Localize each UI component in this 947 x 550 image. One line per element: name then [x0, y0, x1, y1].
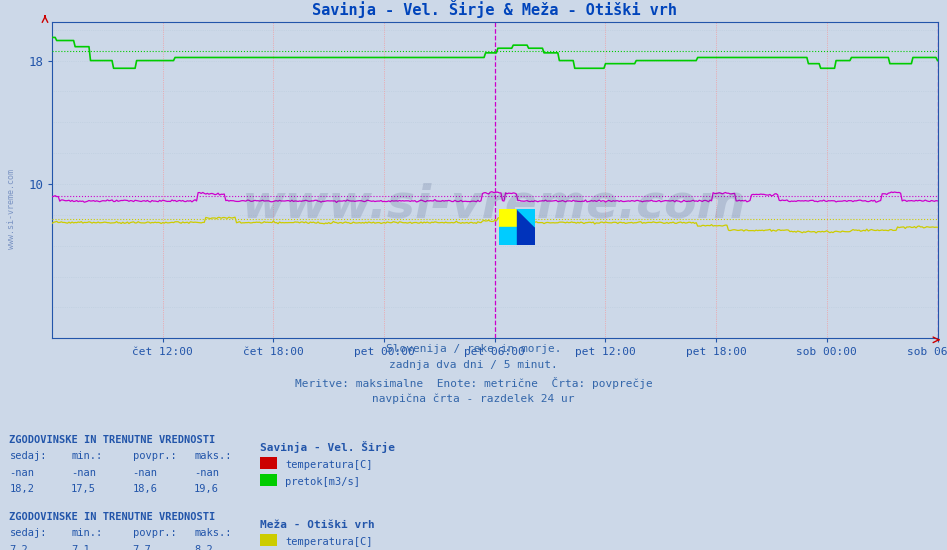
Text: -nan: -nan [71, 468, 96, 478]
Text: -nan: -nan [194, 468, 219, 478]
Text: ZGODOVINSKE IN TRENUTNE VREDNOSTI: ZGODOVINSKE IN TRENUTNE VREDNOSTI [9, 434, 216, 445]
Text: sedaj:: sedaj: [9, 528, 47, 538]
Bar [517, 209, 535, 245]
Text: zadnja dva dni / 5 minut.: zadnja dva dni / 5 minut. [389, 360, 558, 370]
Text: 17,5: 17,5 [71, 484, 96, 494]
Text: povpr.:: povpr.: [133, 451, 176, 461]
Text: www.si-vreme.com: www.si-vreme.com [7, 169, 16, 249]
Text: povpr.:: povpr.: [133, 528, 176, 538]
Text: 7,2: 7,2 [9, 544, 28, 550]
Text: ZGODOVINSKE IN TRENUTNE VREDNOSTI: ZGODOVINSKE IN TRENUTNE VREDNOSTI [9, 512, 216, 522]
Polygon shape [517, 209, 535, 227]
Text: temperatura[C]: temperatura[C] [285, 460, 372, 470]
Text: -nan: -nan [9, 468, 34, 478]
Text: temperatura[C]: temperatura[C] [285, 537, 372, 547]
Text: -nan: -nan [133, 468, 157, 478]
Text: Meritve: maksimalne  Enote: metrične  Črta: povprečje: Meritve: maksimalne Enote: metrične Črta… [295, 377, 652, 389]
Text: 7,1: 7,1 [71, 544, 90, 550]
Text: min.:: min.: [71, 528, 102, 538]
Text: 7,7: 7,7 [133, 544, 152, 550]
Text: sedaj:: sedaj: [9, 451, 47, 461]
Text: pretok[m3/s]: pretok[m3/s] [285, 477, 360, 487]
Text: maks.:: maks.: [194, 451, 232, 461]
Bar [499, 227, 517, 245]
Text: 18,2: 18,2 [9, 484, 34, 494]
Text: maks.:: maks.: [194, 528, 232, 538]
Text: 18,6: 18,6 [133, 484, 157, 494]
Text: Savinja - Vel. Širje: Savinja - Vel. Širje [260, 441, 396, 453]
Text: Slovenija / reke in morje.: Slovenija / reke in morje. [385, 344, 562, 354]
Title: Savinja - Vel. Širje & Meža - Otiški vrh: Savinja - Vel. Širje & Meža - Otiški vrh [313, 0, 677, 18]
Text: navpična črta - razdelek 24 ur: navpična črta - razdelek 24 ur [372, 393, 575, 404]
Text: 19,6: 19,6 [194, 484, 219, 494]
Bar [499, 209, 517, 227]
Text: www.si-vreme.com: www.si-vreme.com [242, 183, 747, 228]
Text: Meža - Otiški vrh: Meža - Otiški vrh [260, 520, 375, 530]
Text: min.:: min.: [71, 451, 102, 461]
Text: 8,2: 8,2 [194, 544, 213, 550]
